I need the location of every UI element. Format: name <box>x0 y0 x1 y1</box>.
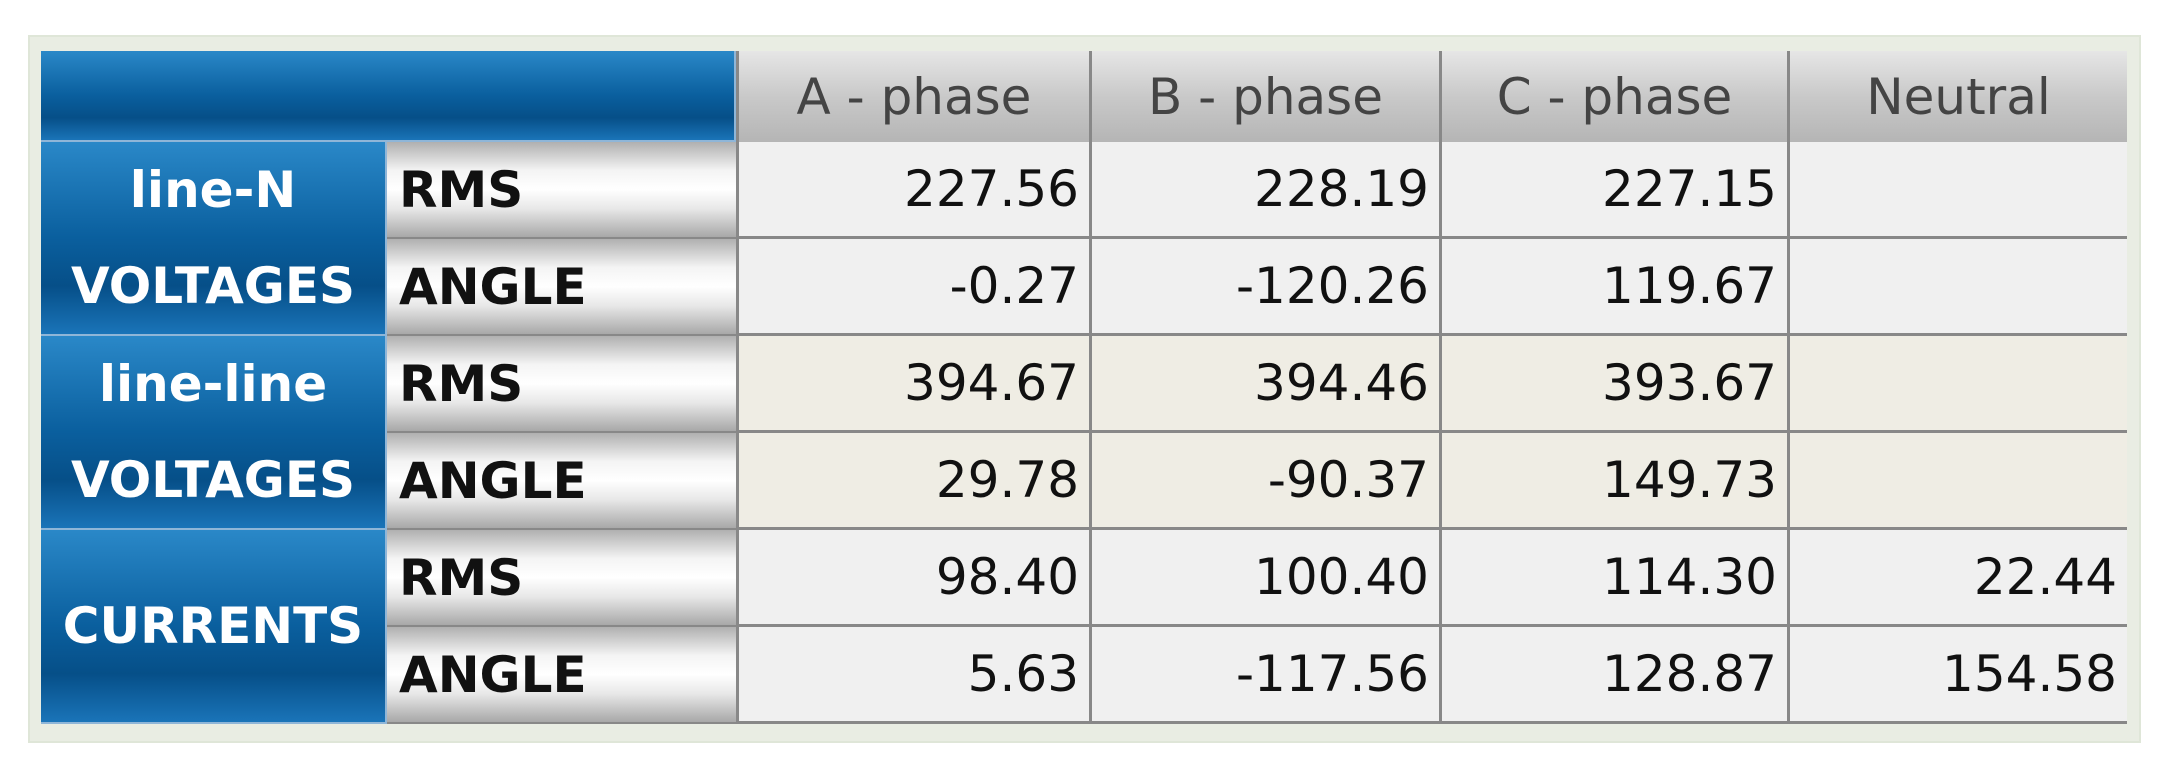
group-label-text: VOLTAGES <box>70 451 356 509</box>
row-label: ANGLE <box>387 239 736 336</box>
row-label-text: ANGLE <box>399 451 587 510</box>
column-header: B - phase <box>1089 51 1439 142</box>
value-cell: 154.58 <box>1787 627 2127 724</box>
value-text: 227.56 <box>904 160 1079 218</box>
value-cell: -0.27 <box>736 239 1089 336</box>
value-cell <box>1787 239 2127 336</box>
group-label-text: line-line <box>98 355 328 413</box>
value-cell: 5.63 <box>736 627 1089 724</box>
value-text: 29.78 <box>935 451 1079 509</box>
value-text: 154.58 <box>1942 645 2117 703</box>
value-cell: -120.26 <box>1089 239 1439 336</box>
group-label: line-line VOLTAGES <box>41 336 387 530</box>
value-cell: 228.19 <box>1089 142 1439 239</box>
value-text: 119.67 <box>1602 257 1777 315</box>
row-label: ANGLE <box>387 433 736 530</box>
value-cell: 149.73 <box>1439 433 1787 530</box>
group-label-text: CURRENTS <box>62 597 364 655</box>
column-header-text: B - phase <box>1147 67 1383 126</box>
row-label-text: ANGLE <box>399 257 587 316</box>
column-header-text: A - phase <box>796 67 1032 126</box>
column-header: C - phase <box>1439 51 1787 142</box>
value-text: 394.46 <box>1254 354 1429 412</box>
value-cell: 227.15 <box>1439 142 1787 239</box>
value-text: -0.27 <box>949 257 1079 315</box>
value-cell: 22.44 <box>1787 530 2127 627</box>
row-label: RMS <box>387 142 736 239</box>
value-cell: 394.67 <box>736 336 1089 433</box>
row-label-text: RMS <box>399 160 524 219</box>
corner-header <box>41 51 736 142</box>
value-text: 227.15 <box>1602 160 1777 218</box>
value-text: 228.19 <box>1254 160 1429 218</box>
value-cell: 393.67 <box>1439 336 1787 433</box>
row-label-text: RMS <box>399 354 524 413</box>
value-cell: -117.56 <box>1089 627 1439 724</box>
value-text: 100.40 <box>1254 548 1429 606</box>
value-text: 149.73 <box>1602 451 1777 509</box>
value-text: 98.40 <box>935 548 1079 606</box>
value-cell: -90.37 <box>1089 433 1439 530</box>
row-label: ANGLE <box>387 627 736 724</box>
row-label: RMS <box>387 530 736 627</box>
value-cell <box>1787 336 2127 433</box>
value-text: 114.30 <box>1602 548 1777 606</box>
row-label-text: ANGLE <box>399 645 587 704</box>
column-header-text: C - phase <box>1496 67 1733 126</box>
value-text: 393.67 <box>1602 354 1777 412</box>
value-cell: 29.78 <box>736 433 1089 530</box>
value-cell: 100.40 <box>1089 530 1439 627</box>
value-text: 22.44 <box>1973 548 2117 606</box>
value-text: -120.26 <box>1236 257 1429 315</box>
group-label-text: line-N <box>129 161 297 219</box>
value-text: 394.67 <box>904 354 1079 412</box>
value-cell: 227.56 <box>736 142 1089 239</box>
group-label-text: VOLTAGES <box>70 257 356 315</box>
value-text: 5.63 <box>967 645 1079 703</box>
value-cell: 119.67 <box>1439 239 1787 336</box>
value-cell <box>1787 433 2127 530</box>
value-text: -90.37 <box>1267 451 1429 509</box>
value-cell: 128.87 <box>1439 627 1787 724</box>
group-label: CURRENTS <box>41 530 387 724</box>
value-cell: 98.40 <box>736 530 1089 627</box>
value-cell <box>1787 142 2127 239</box>
row-label-text: RMS <box>399 548 524 607</box>
group-label: line-N VOLTAGES <box>41 142 387 336</box>
value-cell: 114.30 <box>1439 530 1787 627</box>
column-header: Neutral <box>1787 51 2127 142</box>
value-text: -117.56 <box>1236 645 1429 703</box>
row-label: RMS <box>387 336 736 433</box>
column-header-text: Neutral <box>1866 67 2051 126</box>
value-text: 128.87 <box>1602 645 1777 703</box>
value-cell: 394.46 <box>1089 336 1439 433</box>
column-header: A - phase <box>736 51 1089 142</box>
